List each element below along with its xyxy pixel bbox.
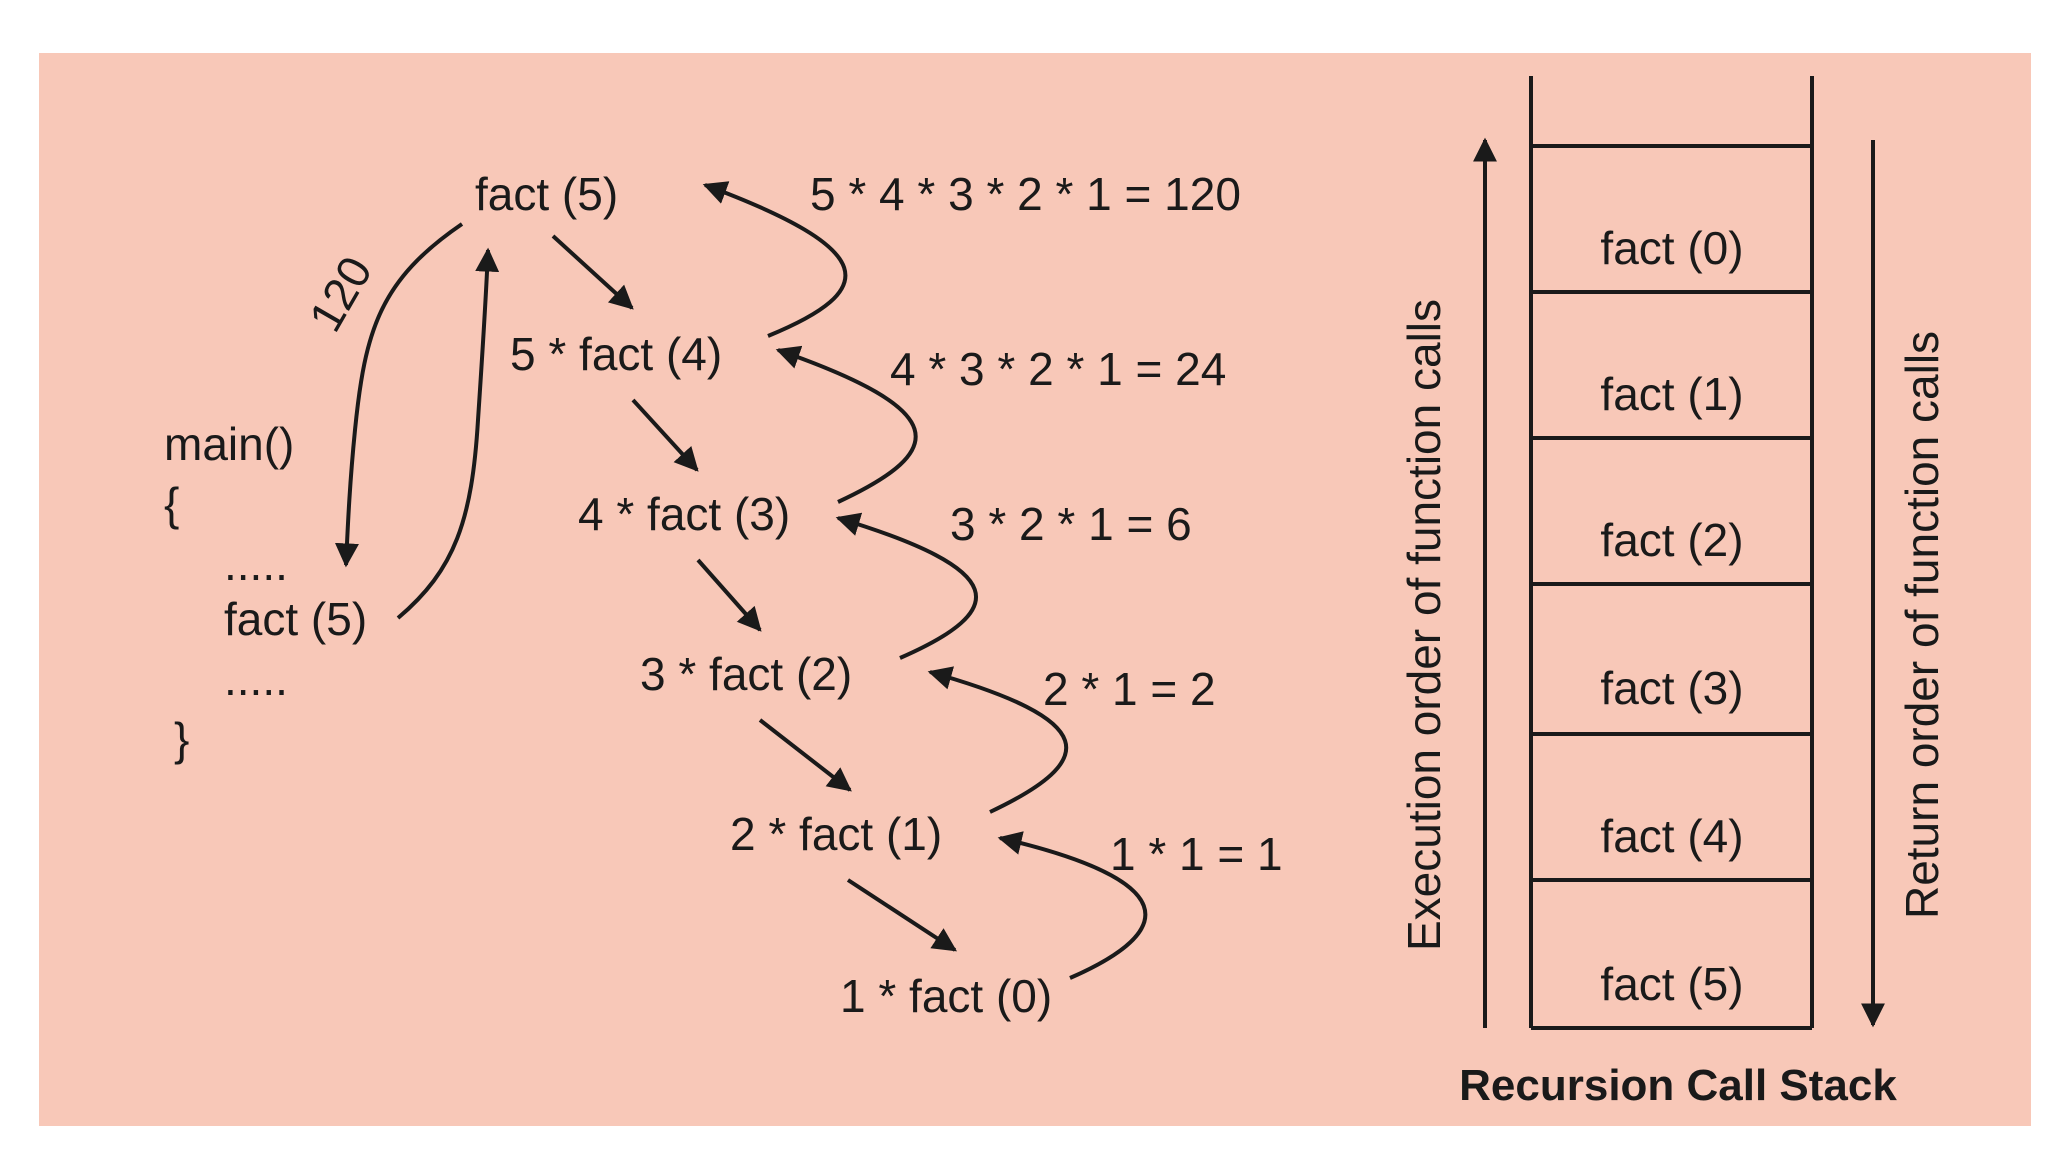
stack-frame-fact-2: fact (2) xyxy=(1600,514,1743,566)
stack-title: Recursion Call Stack xyxy=(1459,1061,1897,1110)
main-fact-call: fact (5) xyxy=(224,593,367,645)
code-ellipsis-top: ..... xyxy=(224,538,288,590)
open-brace: { xyxy=(164,478,179,530)
return-arrow-2 xyxy=(927,666,1068,814)
return-value-6: 3 * 2 * 1 = 6 xyxy=(950,498,1192,550)
call-fact-5: fact (5) xyxy=(475,168,618,220)
call-arrow-1 xyxy=(551,234,634,310)
return-value-24: 4 * 3 * 2 * 1 = 24 xyxy=(890,343,1226,395)
return-arrow-5 xyxy=(702,181,848,338)
close-brace: } xyxy=(174,713,189,765)
return-value-120: 5 * 4 * 3 * 2 * 1 = 120 xyxy=(810,168,1241,220)
call-2-fact-1: 2 * fact (1) xyxy=(730,808,942,860)
stack-frame-fact-4: fact (4) xyxy=(1600,810,1743,862)
call-arrow-4 xyxy=(758,718,852,792)
diagram-background xyxy=(39,53,2031,1126)
stack-frame-fact-1: fact (1) xyxy=(1600,368,1743,420)
return-order-label: Return order of function calls xyxy=(1896,331,1948,919)
call-arrow-3 xyxy=(696,558,762,632)
execution-order-label: Execution order of function calls xyxy=(1398,299,1450,951)
return-arrow-3 xyxy=(835,512,978,660)
call-1-fact-0: 1 * fact (0) xyxy=(840,970,1052,1022)
result-120-label: 120 xyxy=(299,248,382,340)
call-arrow-2 xyxy=(631,398,699,472)
call-4-fact-3: 4 * fact (3) xyxy=(578,488,790,540)
return-value-2: 2 * 1 = 2 xyxy=(1043,663,1216,715)
return-arrow-fact5-to-main xyxy=(396,247,500,620)
stack-frame-fact-0: fact (0) xyxy=(1600,222,1743,274)
call-arrow-main-to-fact5 xyxy=(334,222,464,568)
call-5-fact-4: 5 * fact (4) xyxy=(510,328,722,380)
stack-frame-fact-5: fact (5) xyxy=(1600,958,1743,1010)
main-function-label: main() xyxy=(164,418,294,470)
return-arrow-1 xyxy=(997,831,1148,980)
call-arrow-5 xyxy=(846,878,958,952)
return-value-1: 1 * 1 = 1 xyxy=(1110,828,1283,880)
stack-frame-fact-3: fact (3) xyxy=(1600,662,1743,714)
code-ellipsis-bottom: ..... xyxy=(224,653,288,705)
return-arrow-4 xyxy=(775,345,918,504)
call-3-fact-2: 3 * fact (2) xyxy=(640,648,852,700)
